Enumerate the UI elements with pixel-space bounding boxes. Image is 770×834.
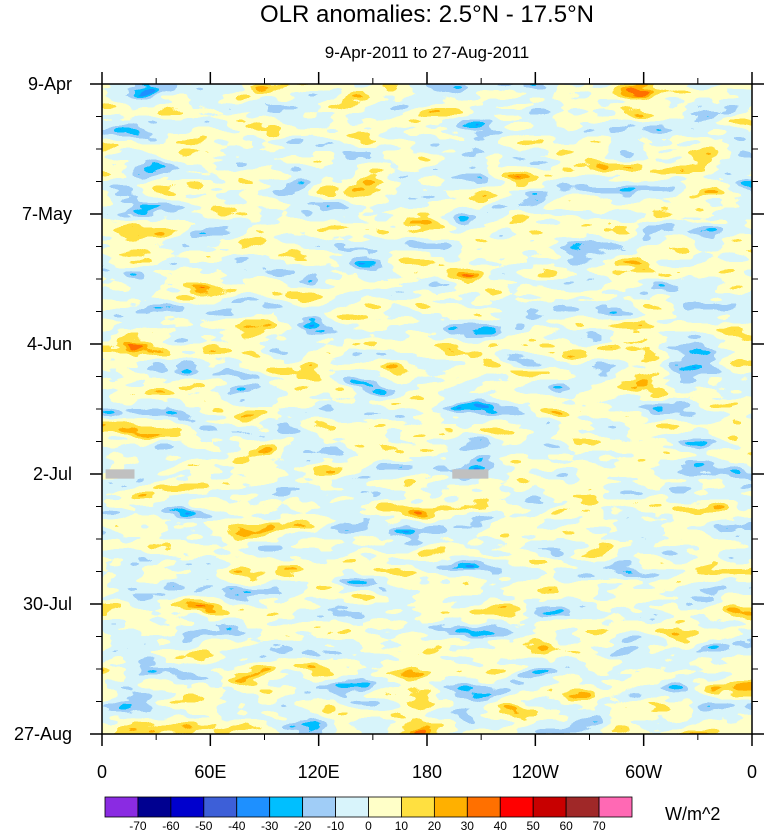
y-tick-label: 2-Jul bbox=[33, 464, 72, 484]
colorbar-swatch bbox=[433, 796, 468, 818]
colorbar-level-label: 70 bbox=[592, 819, 606, 833]
colorbar-level-label: -30 bbox=[261, 819, 279, 833]
colorbar-swatch bbox=[466, 796, 501, 818]
y-tick-label: 30-Jul bbox=[23, 594, 72, 614]
colorbar: -70 -60 -50 -40 -30 -20 -10 0 10 20 30 40 50 60 70 bbox=[104, 796, 633, 833]
colorbar-level-label: 40 bbox=[494, 819, 508, 833]
colorbar-swatch bbox=[104, 796, 139, 818]
colorbar-level-label: 20 bbox=[428, 819, 442, 833]
colorbar-swatch bbox=[137, 796, 172, 818]
anomaly-field bbox=[102, 84, 752, 734]
x-tick-label: 60W bbox=[625, 762, 662, 782]
x-axis-labels: 0 60E 120E 180 120W 60W 0 bbox=[97, 762, 757, 782]
x-tick-label: 60E bbox=[194, 762, 226, 782]
colorbar-swatch bbox=[368, 796, 402, 818]
colorbar-level-label: -70 bbox=[129, 819, 147, 833]
missing-data-patch bbox=[452, 469, 489, 479]
plot-area bbox=[102, 84, 752, 734]
colorbar-level-label: 0 bbox=[365, 819, 372, 833]
y-axis-labels: 9-Apr 7-May 4-Jun 2-Jul 30-Jul 27-Aug bbox=[14, 74, 72, 744]
colorbar-level-label: 50 bbox=[527, 819, 541, 833]
y-tick-label: 9-Apr bbox=[28, 74, 72, 94]
y-tick-label: 27-Aug bbox=[14, 724, 72, 744]
colorbar-level-label: 30 bbox=[461, 819, 475, 833]
x-tick-label: 0 bbox=[97, 762, 107, 782]
x-tick-label: 180 bbox=[412, 762, 442, 782]
missing-data-patch bbox=[105, 469, 135, 479]
x-tick-label: 120W bbox=[512, 762, 559, 782]
colorbar-swatch bbox=[532, 796, 567, 818]
y-tick-label: 4-Jun bbox=[27, 334, 72, 354]
axis-ticks bbox=[90, 72, 764, 746]
colorbar-level-label: 60 bbox=[559, 819, 573, 833]
colorbar-swatch bbox=[302, 796, 336, 818]
chart-title: OLR anomalies: 2.5°N - 17.5°N bbox=[260, 1, 594, 28]
colorbar-swatch bbox=[236, 796, 271, 818]
colorbar-units: W/m^2 bbox=[665, 804, 720, 824]
colorbar-level-label: -20 bbox=[294, 819, 312, 833]
colorbar-level-label: -60 bbox=[162, 819, 180, 833]
colorbar-level-label: 10 bbox=[395, 819, 409, 833]
colorbar-level-label: -40 bbox=[228, 819, 246, 833]
colorbar-swatch bbox=[269, 796, 304, 818]
colorbar-level-label: -10 bbox=[327, 819, 345, 833]
x-tick-label: 120E bbox=[298, 762, 340, 782]
colorbar-swatch bbox=[499, 796, 534, 818]
colorbar-level-label: -50 bbox=[195, 819, 213, 833]
colorbar-swatch bbox=[203, 796, 238, 818]
colorbar-swatch bbox=[401, 796, 435, 818]
colorbar-swatch bbox=[565, 796, 600, 818]
colorbar-swatch bbox=[335, 796, 369, 818]
colorbar-swatch bbox=[598, 796, 633, 818]
chart-subtitle: 9-Apr-2011 to 27-Aug-2011 bbox=[325, 43, 529, 62]
y-tick-label: 7-May bbox=[22, 204, 72, 224]
colorbar-swatch bbox=[170, 796, 205, 818]
x-tick-label: 0 bbox=[747, 762, 757, 782]
